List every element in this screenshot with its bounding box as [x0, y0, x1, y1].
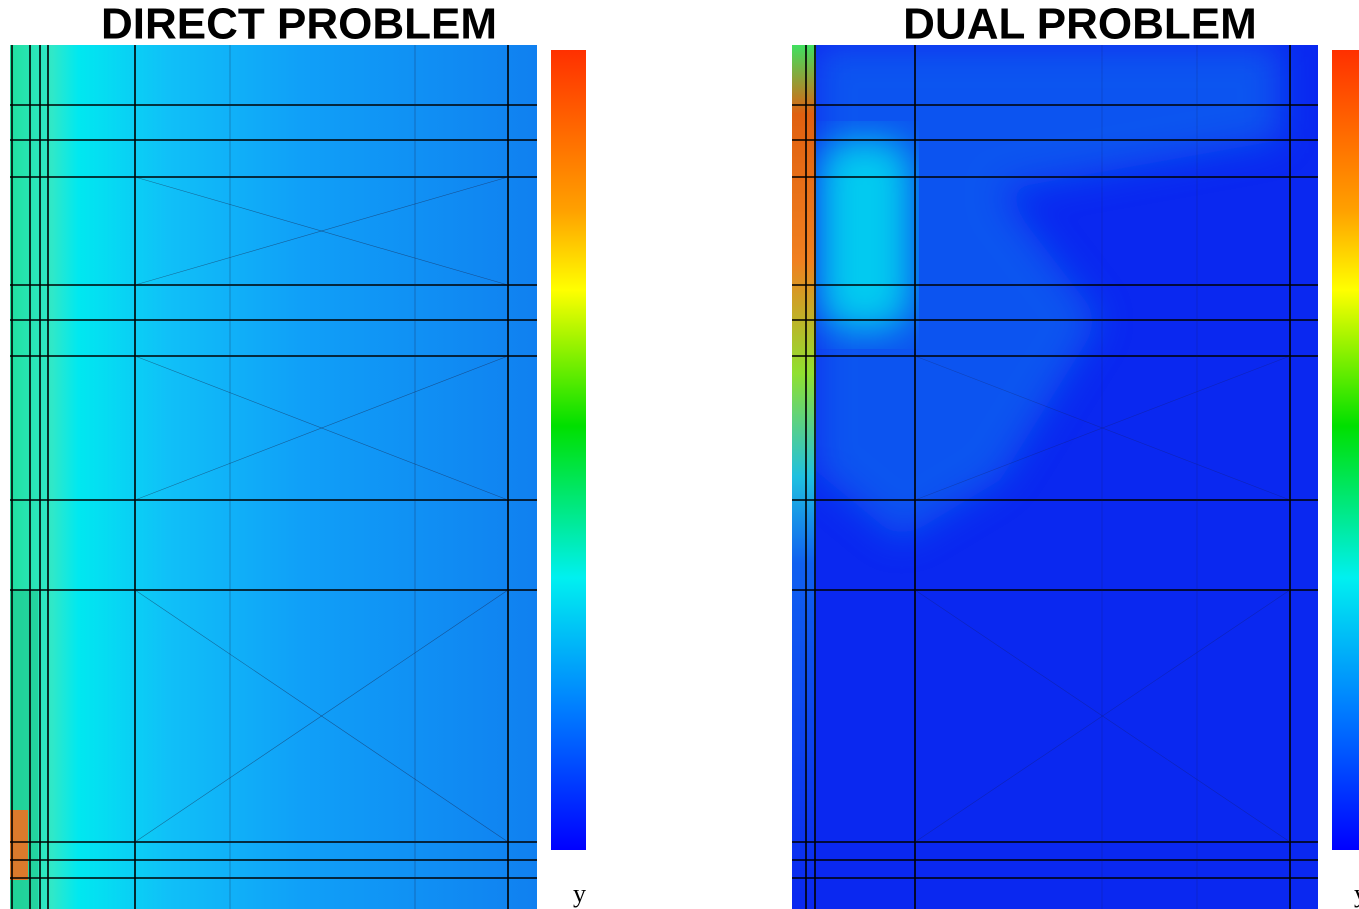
direct-plot: [10, 45, 537, 909]
colorbar: [551, 50, 586, 850]
colorbar: [1332, 50, 1359, 850]
dual-plot: [792, 45, 1318, 909]
axis-label: y: [1354, 879, 1359, 908]
panel-title: DUAL PROBLEM: [903, 0, 1257, 49]
axis-label: y: [573, 879, 586, 908]
panel-title: DIRECT PROBLEM: [101, 0, 497, 49]
